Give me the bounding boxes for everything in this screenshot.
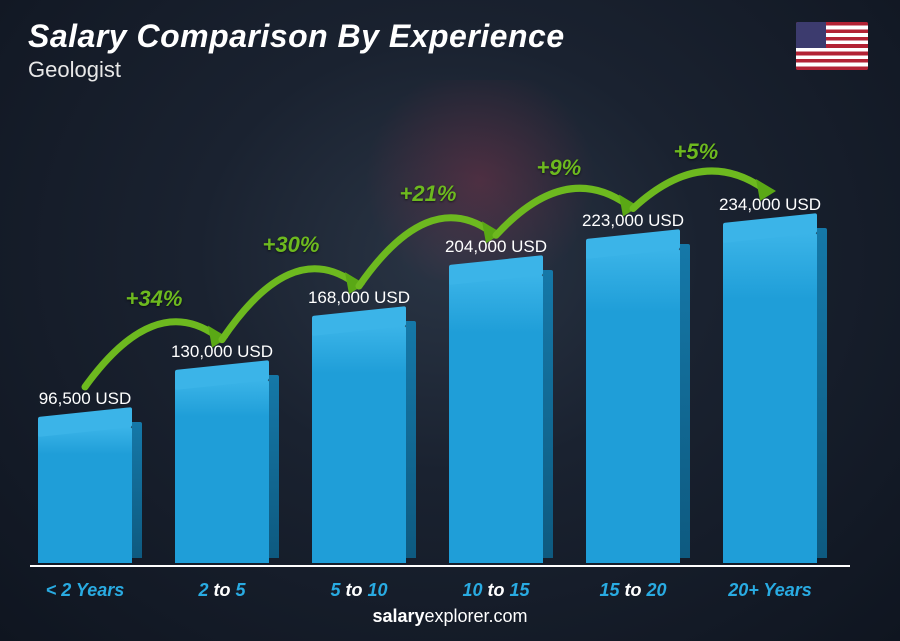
- growth-pct-label: +30%: [263, 232, 320, 258]
- footer-brand: salaryexplorer.com: [0, 606, 900, 627]
- bar-group: 130,000 USD2 to 5: [167, 380, 277, 563]
- growth-pct-label: +21%: [400, 181, 457, 207]
- bar-group: 234,000 USD20+ Years: [715, 233, 825, 563]
- growth-pct-label: +5%: [674, 139, 719, 165]
- page-title: Salary Comparison By Experience: [28, 18, 565, 55]
- bar: [175, 380, 269, 563]
- flag-icon: [796, 22, 868, 70]
- bar: [449, 275, 543, 563]
- bar-category-label: 20+ Years: [700, 580, 840, 601]
- bar-value-label: 223,000 USD: [558, 211, 708, 231]
- bar-category-label: 5 to 10: [289, 580, 429, 601]
- bar-value-label: 234,000 USD: [695, 195, 845, 215]
- growth-pct-label: +34%: [126, 286, 183, 312]
- header: Salary Comparison By Experience Geologis…: [28, 18, 565, 83]
- bar-group: 96,500 USD< 2 Years: [30, 427, 140, 563]
- bar-value-label: 96,500 USD: [10, 389, 160, 409]
- bar-category-label: 2 to 5: [152, 580, 292, 601]
- bar: [312, 326, 406, 563]
- bar: [586, 249, 680, 563]
- page-subtitle: Geologist: [28, 57, 565, 83]
- bar-value-label: 168,000 USD: [284, 288, 434, 308]
- bar: [723, 233, 817, 563]
- bar-value-label: 130,000 USD: [147, 342, 297, 362]
- bar-chart: 96,500 USD< 2 Years130,000 USD2 to 5 +34%…: [30, 123, 850, 563]
- growth-pct-label: +9%: [537, 155, 582, 181]
- bar-group: 223,000 USD15 to 20: [578, 249, 688, 563]
- bar-category-label: 15 to 20: [563, 580, 703, 601]
- bar-group: 204,000 USD10 to 15: [441, 275, 551, 563]
- bar-category-label: < 2 Years: [15, 580, 155, 601]
- brand-rest: explorer.com: [425, 606, 528, 626]
- bar-value-label: 204,000 USD: [421, 237, 571, 257]
- brand-bold: salary: [372, 606, 424, 626]
- chart-baseline: [30, 565, 850, 567]
- bar-category-label: 10 to 15: [426, 580, 566, 601]
- bar-group: 168,000 USD5 to 10: [304, 326, 414, 563]
- bar: [38, 427, 132, 563]
